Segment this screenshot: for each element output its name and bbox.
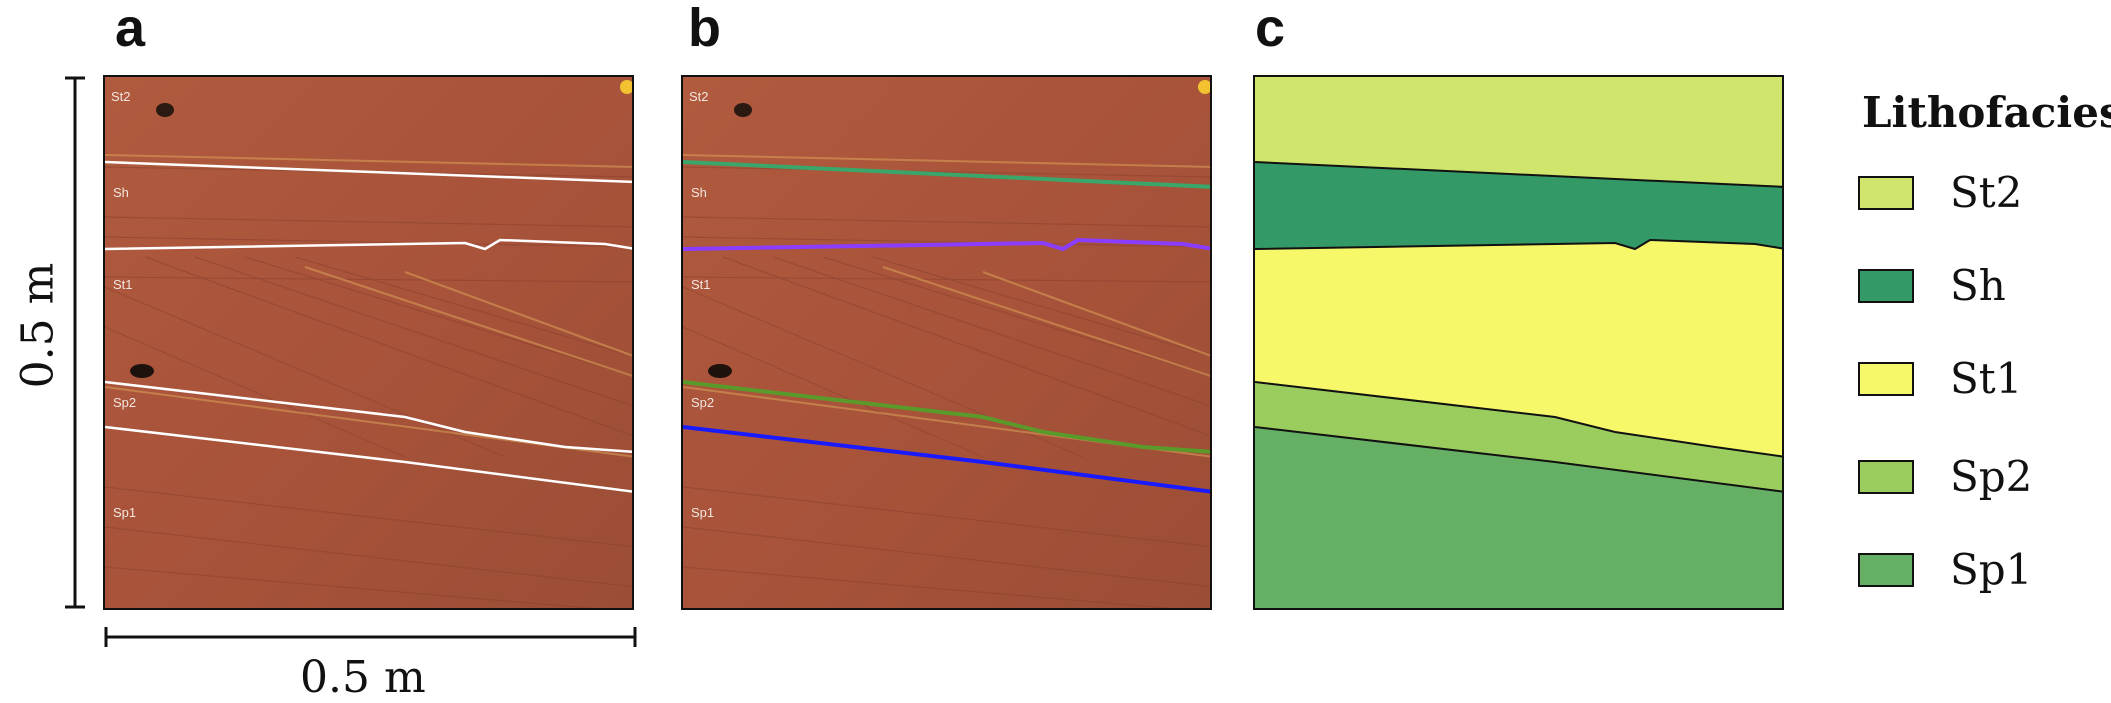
- legend-title: Lithofacies: [1862, 88, 2111, 137]
- panel-a-photo: St2 Sh St1 Sp2 Sp1: [103, 75, 634, 610]
- legend-label-sp2: Sp2: [1950, 452, 2033, 501]
- legend-label-sp1: Sp1: [1950, 545, 2033, 594]
- panel-a-photo-image: [105, 77, 632, 608]
- panel-letter-a: a: [115, 0, 146, 58]
- photo-label-st2: St2: [111, 89, 131, 104]
- photo-label-st1: St1: [113, 277, 133, 292]
- photo-label-sp1: Sp1: [691, 505, 715, 520]
- photo-label-st1: St1: [691, 277, 711, 292]
- photo-label-sh: Sh: [113, 185, 129, 200]
- facies-region-sh: [1255, 162, 1782, 249]
- panel-b-photo: St2 Sh St1 Sp2 Sp1: [681, 75, 1212, 610]
- photo-label-sp2: Sp2: [113, 395, 137, 410]
- legend-swatch-sh: [1858, 269, 1914, 303]
- facies-region-sp2: [1255, 382, 1782, 492]
- legend-swatch-st1: [1858, 362, 1914, 396]
- vertical-scale-label: 0.5 m: [12, 262, 64, 389]
- legend-swatch-sp2: [1858, 460, 1914, 494]
- legend-label-st1: St1: [1950, 354, 2023, 403]
- photo-label-sp1: Sp1: [113, 505, 137, 520]
- horizontal-scale-label: 0.5 m: [300, 652, 426, 703]
- facies-region-sp1: [1255, 427, 1782, 608]
- horizontal-scale-bar: [104, 627, 637, 647]
- legend-swatch-st2: [1858, 176, 1914, 210]
- panel-c-lithofacies-map: [1253, 75, 1784, 610]
- legend-label-sh: Sh: [1950, 261, 2006, 310]
- legend-swatch-sp1: [1858, 553, 1914, 587]
- facies-region-st1: [1255, 240, 1782, 457]
- photo-label-st2: St2: [689, 89, 709, 104]
- vertical-scale-bar: [65, 76, 85, 609]
- panel-letter-c: c: [1255, 0, 1286, 58]
- legend-label-st2: St2: [1950, 168, 2023, 217]
- panel-letter-b: b: [688, 0, 721, 58]
- lithofacies-map: [1255, 77, 1782, 608]
- photo-label-sh: Sh: [691, 185, 707, 200]
- panel-b-photo-image: [683, 77, 1210, 608]
- photo-label-sp2: Sp2: [691, 395, 715, 410]
